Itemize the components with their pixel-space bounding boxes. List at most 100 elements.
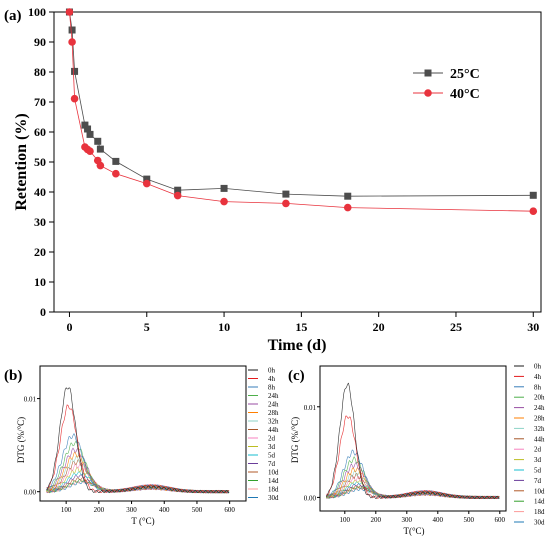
panel-c-series xyxy=(325,382,500,500)
data-point xyxy=(282,190,290,198)
panel-c: (c) 100 200 300 400 500 600 0.00 0.01 T(°C) DT… xyxy=(288,363,545,537)
panel-a-x-label: Time (d) xyxy=(268,337,327,354)
panel-a-y-axis: 0 10 20 30 40 50 60 70 80 90 100 xyxy=(28,5,54,319)
panel-a-label: (a) xyxy=(4,8,22,24)
data-point xyxy=(529,191,537,199)
legend-label: 30d xyxy=(534,519,545,527)
y-tick-label: 100 xyxy=(28,5,46,19)
legend-label: 2d xyxy=(534,446,542,454)
legend-label: 24h xyxy=(268,401,279,409)
series-line xyxy=(69,11,534,212)
panel-a-y-label: Retention (%) xyxy=(13,113,30,210)
x-tick-label: 300 xyxy=(402,516,413,524)
x-tick-label: 15 xyxy=(295,320,307,334)
panel-c-x-label: T(°C) xyxy=(403,526,424,536)
data-point xyxy=(529,207,538,215)
x-tick-label: 600 xyxy=(224,506,235,514)
legend-label: 7d xyxy=(268,460,276,468)
data-point xyxy=(343,203,352,212)
y-tick-label: 60 xyxy=(34,125,46,139)
legend-label: 28h xyxy=(268,409,279,417)
panel-c-legend: 0h 4h 8h 20h 24h 28h 32h 44h 2d 3d 5d 7d 10d 14d 18d 30… xyxy=(514,363,545,527)
panel-b-x-label: T (°C) xyxy=(131,516,154,526)
y-tick-label: 70 xyxy=(34,95,46,109)
data-point xyxy=(70,94,79,103)
data-point xyxy=(174,186,182,194)
panel-b: (b) 100 200 300 400 500 600 0.00 0.01 T (°C) D… xyxy=(4,365,279,526)
panel-c-x-axis: 100 200 300 400 500 600 xyxy=(340,511,506,524)
legend-label: 18d xyxy=(534,508,545,516)
legend-label: 4h xyxy=(534,373,542,381)
x-tick-label: 200 xyxy=(371,516,382,524)
data-point xyxy=(220,184,228,192)
panel-a-x-axis: 0 5 10 15 20 25 30 xyxy=(66,312,539,334)
data-point xyxy=(71,67,79,75)
x-tick-label: 500 xyxy=(464,516,475,524)
data-point xyxy=(96,161,105,170)
y-tick-label: 0.00 xyxy=(24,489,37,497)
panel-b-series xyxy=(46,387,230,494)
legend-label: 7d xyxy=(534,477,542,485)
x-tick-label: 600 xyxy=(495,516,506,524)
legend-label: 3d xyxy=(268,443,276,451)
x-tick-label: 30 xyxy=(527,320,539,334)
y-tick-label: 80 xyxy=(34,65,46,79)
legend-label: 0h xyxy=(534,363,542,371)
data-point xyxy=(86,147,94,155)
legend-label: 5d xyxy=(268,452,276,460)
data-point xyxy=(143,175,151,183)
x-tick-label: 400 xyxy=(159,506,170,514)
panel-b-legend: 0h4h8h24h24h28h32h44h2d3d5d7d10d14d18d30… xyxy=(248,367,279,502)
panel-c-frame xyxy=(319,365,507,512)
data-point xyxy=(112,157,120,165)
data-point xyxy=(96,145,104,153)
x-tick-label: 0 xyxy=(66,320,72,334)
series-line xyxy=(69,11,534,197)
data-point xyxy=(84,125,92,133)
y-tick-label: 0.01 xyxy=(304,404,317,412)
x-tick-label: 300 xyxy=(126,506,137,514)
legend-label: 32h xyxy=(268,418,279,426)
y-tick-label: 30 xyxy=(34,215,46,229)
panel-c-label: (c) xyxy=(288,368,305,384)
x-tick-label: 200 xyxy=(94,506,105,514)
legend-label: 20h xyxy=(534,394,545,402)
legend-label: 10d xyxy=(534,487,545,495)
legend-label: 14d xyxy=(268,477,279,485)
legend-label: 10d xyxy=(268,469,279,477)
legend-label: 24h xyxy=(534,404,545,412)
legend-label: 8h xyxy=(534,383,542,391)
data-point xyxy=(68,38,76,46)
legend-label: 25°C xyxy=(450,67,480,82)
panel-b-y-label: DTG (%/°C) xyxy=(16,417,26,463)
panel-a-series xyxy=(65,8,538,215)
panel-b-x-axis: 100 200 300 400 500 600 xyxy=(61,501,235,514)
dtg-curve xyxy=(46,404,230,494)
panel-a-legend: 25°C 40°C xyxy=(413,67,480,102)
panel-a: (a) 0 5 10 15 20 25 30 0102030405060708090100 … xyxy=(4,5,542,354)
legend-label: 5d xyxy=(534,467,542,475)
legend-label: 40°C xyxy=(450,87,480,102)
x-tick-label: 25 xyxy=(450,320,462,334)
data-point xyxy=(173,191,182,200)
dtg-curve xyxy=(46,387,230,494)
legend-label: 18d xyxy=(268,486,279,494)
y-tick-label: 0 xyxy=(40,305,46,319)
legend-label: 3d xyxy=(534,456,542,464)
data-point xyxy=(94,137,102,145)
y-tick-label: 40 xyxy=(34,185,46,199)
dtg-curve xyxy=(325,382,500,500)
dtg-curve xyxy=(326,415,500,500)
legend-label: 24h xyxy=(268,392,279,400)
x-tick-label: 10 xyxy=(218,320,230,334)
panel-a-frame xyxy=(53,11,542,313)
legend-label: 4h xyxy=(268,375,276,383)
x-tick-label: 400 xyxy=(433,516,444,524)
legend-marker xyxy=(424,69,432,77)
legend-label: 44h xyxy=(534,435,545,443)
y-tick-label: 50 xyxy=(34,155,46,169)
legend-label: 30d xyxy=(268,494,279,502)
data-point xyxy=(220,197,228,206)
panel-b-y-axis: 0.00 0.01 xyxy=(24,396,40,497)
